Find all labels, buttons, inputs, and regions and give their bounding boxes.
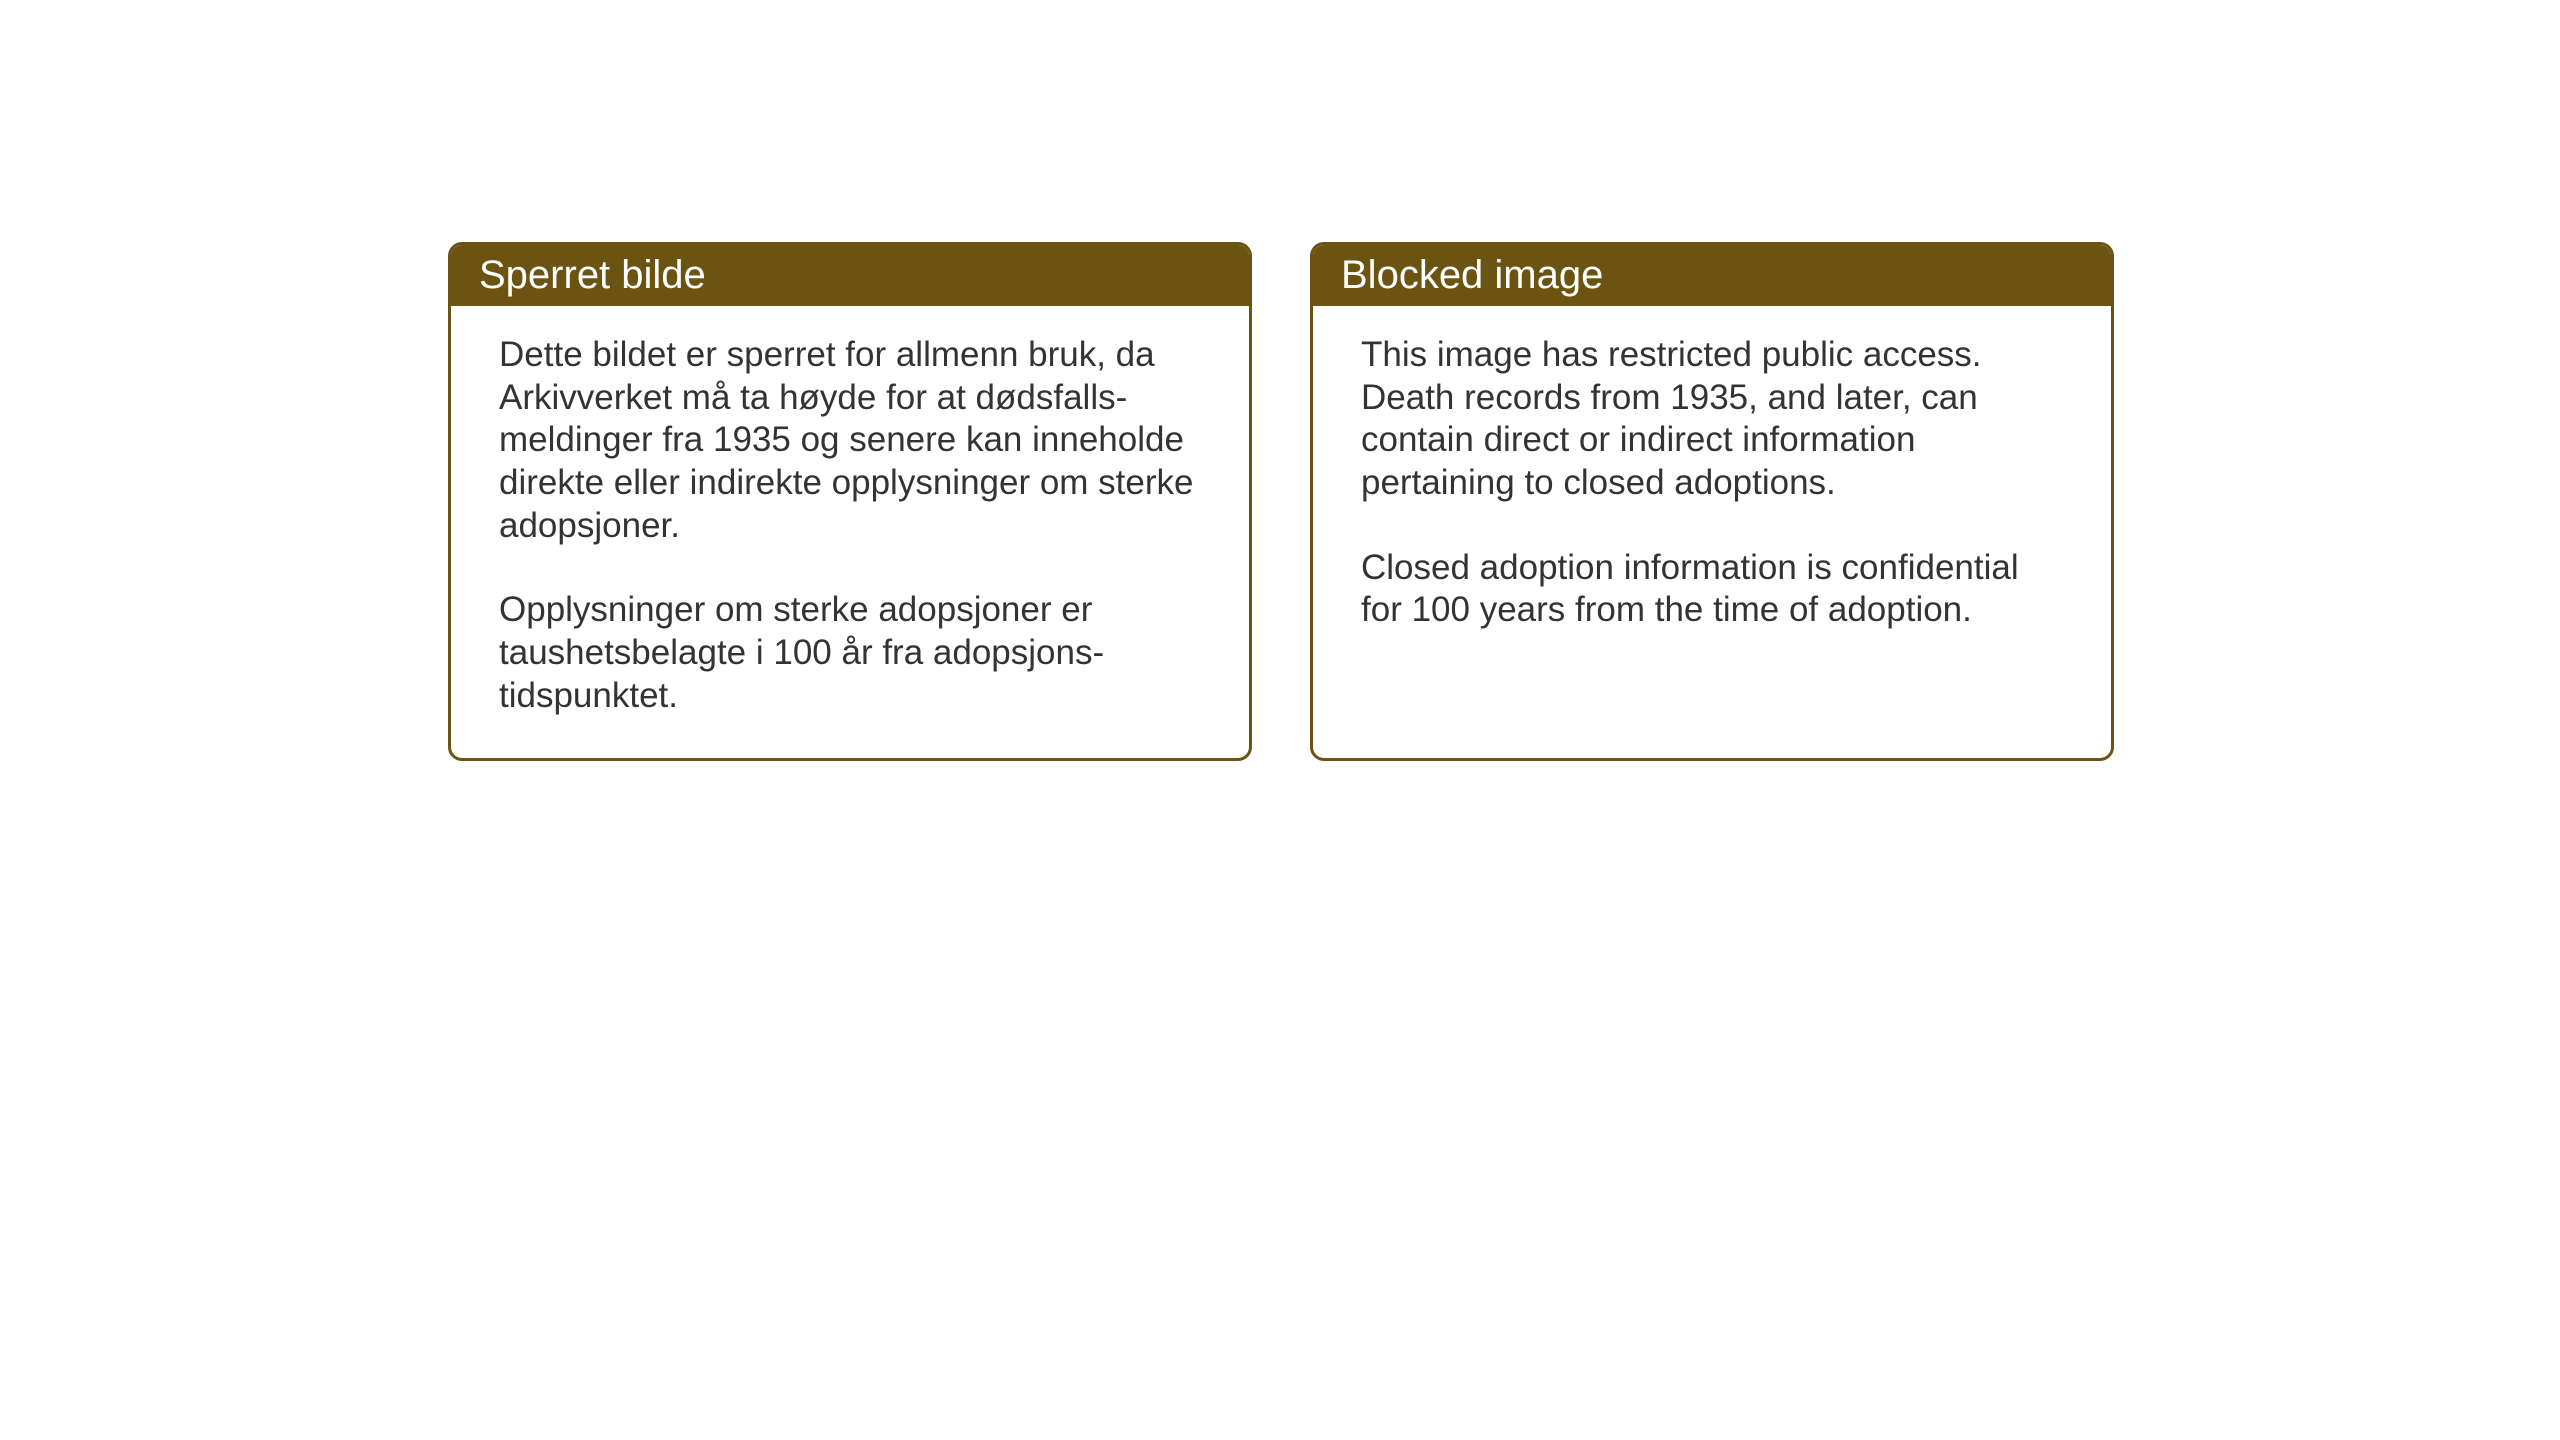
notice-header-english: Blocked image — [1313, 245, 2111, 306]
notice-title-english: Blocked image — [1341, 253, 1603, 297]
notice-card-norwegian: Sperret bilde Dette bildet er sperret fo… — [448, 242, 1252, 761]
notice-container: Sperret bilde Dette bildet er sperret fo… — [448, 242, 2114, 761]
notice-title-norwegian: Sperret bilde — [479, 253, 706, 297]
notice-paragraph-1-english: This image has restricted public access.… — [1361, 334, 2063, 505]
notice-paragraph-2-norwegian: Opplysninger om sterke adopsjoner er tau… — [499, 589, 1201, 717]
notice-body-norwegian: Dette bildet er sperret for allmenn bruk… — [451, 306, 1249, 758]
notice-card-english: Blocked image This image has restricted … — [1310, 242, 2114, 761]
notice-body-english: This image has restricted public access.… — [1313, 306, 2111, 672]
notice-paragraph-2-english: Closed adoption information is confident… — [1361, 547, 2063, 632]
notice-header-norwegian: Sperret bilde — [451, 245, 1249, 306]
notice-paragraph-1-norwegian: Dette bildet er sperret for allmenn bruk… — [499, 334, 1201, 547]
